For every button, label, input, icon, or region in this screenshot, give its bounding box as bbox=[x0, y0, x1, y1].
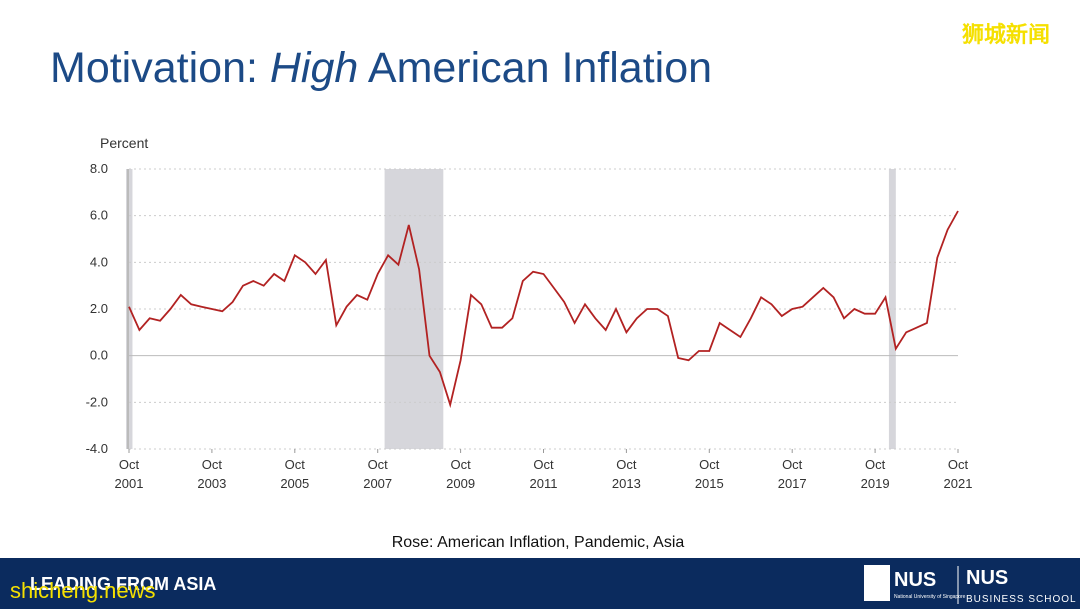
y-tick-label: 4.0 bbox=[90, 254, 108, 269]
y-tick-label: 2.0 bbox=[90, 301, 108, 316]
tagline: LEADING FROM ASIA bbox=[30, 574, 216, 594]
title-part: American Inflation bbox=[358, 44, 712, 92]
watermark: shicheng.news bbox=[10, 578, 156, 603]
y-tick-label: 0.0 bbox=[90, 348, 108, 363]
y-tick-label: 6.0 bbox=[90, 208, 108, 223]
x-tick-label: Oct 2007 bbox=[363, 457, 393, 491]
y-tick-label: 8.0 bbox=[90, 161, 108, 176]
recession-shade bbox=[888, 169, 896, 449]
school: NUS bbox=[966, 567, 1008, 589]
crest bbox=[864, 565, 890, 601]
x-tick-label: Oct 2013 bbox=[611, 457, 641, 491]
x-tick-label: Oct 2021 bbox=[943, 457, 973, 491]
y-tick-label: -4.0 bbox=[86, 441, 108, 456]
logo: NUS bbox=[894, 569, 936, 591]
title-part: Motivation: bbox=[50, 44, 270, 92]
x-tick-label: Oct 2011 bbox=[529, 457, 558, 491]
footer-band bbox=[0, 558, 1080, 609]
x-tick-label: Oct 2009 bbox=[446, 457, 476, 491]
logo-sub: National University of Singapore bbox=[894, 594, 966, 600]
x-tick-label: Oct 2003 bbox=[197, 457, 227, 491]
caption: Rose: American Inflation, Pandemic, Asia bbox=[392, 534, 685, 551]
title-part: High bbox=[270, 44, 358, 92]
x-tick-label: Oct 2001 bbox=[114, 457, 144, 491]
x-tick-label: Oct 2019 bbox=[860, 457, 890, 491]
x-tick-label: Oct 2015 bbox=[694, 457, 724, 491]
y-tick-label: -2.0 bbox=[86, 394, 108, 409]
x-tick-label: Oct 2017 bbox=[777, 457, 807, 491]
watermark: 狮城新闻 bbox=[962, 22, 1050, 47]
series-line bbox=[128, 210, 959, 409]
school-sub: BUSINESS SCHOOL bbox=[966, 594, 1077, 605]
slide-title: Motivation: High American Inflation bbox=[50, 44, 712, 92]
y-axis-label: Percent bbox=[100, 135, 148, 151]
x-tick-label: Oct 2005 bbox=[280, 457, 310, 491]
